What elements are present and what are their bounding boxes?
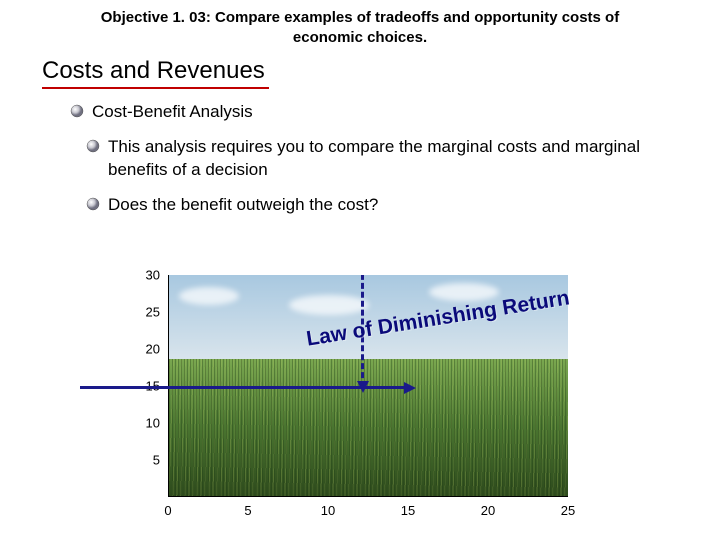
title-container: Costs and Revenues	[0, 51, 720, 91]
x-tick-label: 20	[481, 503, 495, 518]
horizontal-arrow	[80, 386, 410, 389]
y-tick-label: 30	[146, 268, 160, 283]
x-tick-label: 15	[401, 503, 415, 518]
header-line-2: economic choices.	[293, 29, 427, 46]
y-tick-label: 10	[146, 415, 160, 430]
bullet-icon	[70, 104, 84, 118]
bullet-text: Cost-Benefit Analysis	[92, 101, 253, 124]
chart: 30252015105 Law of Diminishing Return 05…	[130, 275, 630, 535]
x-tick-label: 0	[164, 503, 171, 518]
slide-header: Objective 1. 03: Compare examples of tra…	[0, 0, 720, 51]
x-tick-label: 10	[321, 503, 335, 518]
bullet-text: This analysis requires you to compare th…	[108, 136, 680, 182]
bullet-icon	[86, 197, 100, 211]
y-tick-label: 25	[146, 304, 160, 319]
bullet-text: Does the benefit outweigh the cost?	[108, 194, 378, 217]
slide-title: Costs and Revenues	[42, 57, 269, 89]
content-area: Cost-Benefit Analysis This analysis requ…	[0, 91, 720, 217]
x-tick-label: 25	[561, 503, 575, 518]
bullet-item: Does the benefit outweigh the cost?	[86, 194, 680, 217]
y-tick-label: 5	[153, 452, 160, 467]
x-tick-label: 5	[244, 503, 251, 518]
bullet-icon	[86, 139, 100, 153]
bullet-item: This analysis requires you to compare th…	[86, 136, 680, 182]
y-tick-label: 20	[146, 341, 160, 356]
bullet-item: Cost-Benefit Analysis	[70, 101, 680, 124]
header-line-1: Objective 1. 03: Compare examples of tra…	[101, 9, 619, 26]
chart-background-field	[169, 359, 568, 496]
x-axis-ticks: 0510152025	[168, 499, 568, 519]
